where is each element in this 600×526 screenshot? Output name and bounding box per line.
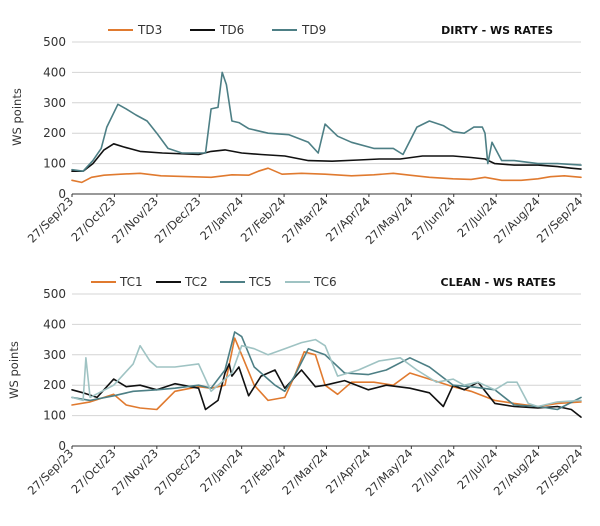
clean-x-tick-label: 27/Dec/23 — [152, 446, 204, 498]
clean-y-ticks: 0 100 200 300 400 500 — [43, 287, 66, 453]
dirty-y-tick-label: 500 — [43, 35, 66, 49]
clean-grid — [72, 293, 581, 417]
dirty-y-tick-label: 300 — [43, 96, 66, 110]
clean-y-tick-label: 400 — [43, 317, 66, 331]
legend-label-tc1: TC1 — [119, 275, 143, 289]
dirty-x-tick-label: 27/Sep/24 — [534, 194, 585, 245]
clean-series — [71, 331, 582, 418]
dirty-x-ticks: 27/Sep/2327/Oct/2327/Nov/2327/Dec/2327/J… — [25, 194, 585, 247]
clean-x-tick-label: 27/Aug/24 — [491, 446, 543, 498]
clean-y-tick-label: 100 — [43, 409, 66, 423]
dirty-y-tick-label: 200 — [43, 126, 66, 140]
legend-label-td6: TD6 — [219, 23, 244, 37]
clean-chart-title: CLEAN - WS RATES — [441, 276, 557, 289]
legend-label-tc6: TC6 — [313, 275, 337, 289]
dirty-panel: TD3 TD6 TD9 DIRTY - WS RATES WS points 0… — [10, 23, 585, 247]
dirty-series — [71, 71, 582, 184]
legend-label-td3: TD3 — [137, 23, 162, 37]
clean-panel: TC1 TC2 TC5 TC6 CLEAN - WS RATES WS poin… — [7, 275, 585, 499]
dirty-y-tick-label: 400 — [43, 65, 66, 79]
series-line-td9 — [71, 71, 582, 172]
clean-x-tick-label: 27/Sep/24 — [534, 446, 585, 497]
clean-x-ticks: 27/Sep/2327/Oct/2327/Nov/2327/Dec/2327/J… — [25, 446, 585, 499]
clean-x-tick-label: 27/Jun/24 — [409, 446, 458, 495]
dirty-grid — [72, 41, 581, 165]
dirty-x-tick-label: 27/Aug/24 — [491, 194, 543, 246]
clean-y-tick-label: 200 — [43, 378, 66, 392]
clean-x-tick-label: 27/Mar/24 — [279, 446, 330, 497]
dirty-x-tick-label: 27/Jun/24 — [409, 194, 458, 243]
dirty-y-axis-label: WS points — [10, 88, 24, 146]
series-line-tc1 — [71, 337, 582, 411]
clean-y-axis-label: WS points — [7, 341, 21, 399]
series-line-td6 — [71, 143, 582, 172]
dirty-x-tick-label: 27/Sep/23 — [25, 194, 76, 245]
dirty-y-tick-label: 0 — [58, 187, 66, 201]
series-line-td3 — [71, 167, 582, 184]
dirty-y-tick-label: 100 — [43, 157, 66, 171]
clean-legend: TC1 TC2 TC5 TC6 — [91, 275, 337, 289]
legend-label-tc5: TC5 — [248, 275, 272, 289]
series-line-tc5 — [71, 331, 582, 411]
dirty-x-tick-label: 27/Mar/24 — [279, 194, 330, 245]
dirty-y-ticks: 0 100 200 300 400 500 — [43, 35, 66, 201]
clean-y-tick-label: 300 — [43, 348, 66, 362]
series-line-tc6 — [71, 338, 582, 408]
dirty-legend: TD3 TD6 TD9 — [108, 23, 326, 37]
dirty-x-tick-label: 27/Dec/23 — [152, 194, 204, 246]
clean-x-tick-label: 27/Sep/23 — [25, 446, 76, 497]
legend-label-td9: TD9 — [301, 23, 326, 37]
legend-label-tc2: TC2 — [184, 275, 208, 289]
clean-y-tick-label: 500 — [43, 287, 66, 301]
dirty-chart-title: DIRTY - WS RATES — [441, 24, 553, 37]
clean-y-tick-label: 0 — [58, 439, 66, 453]
